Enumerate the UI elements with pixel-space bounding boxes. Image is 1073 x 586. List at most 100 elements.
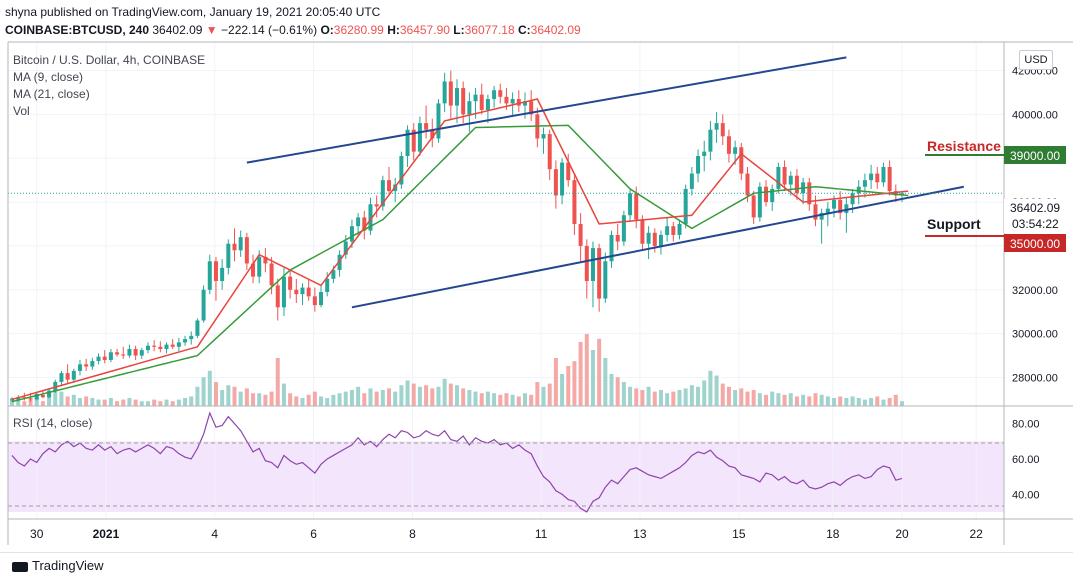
candle-body bbox=[436, 103, 441, 139]
volume-bar bbox=[436, 386, 441, 406]
volume-bar bbox=[139, 401, 144, 406]
candle-body bbox=[461, 88, 466, 115]
volume-bar bbox=[504, 393, 509, 406]
volume-bar bbox=[195, 386, 200, 406]
volume-bar bbox=[615, 377, 620, 406]
open-label: O: bbox=[320, 23, 334, 37]
candle-body bbox=[776, 166, 781, 189]
candle-body bbox=[269, 263, 274, 286]
volume-bar bbox=[869, 398, 874, 406]
volume-bar bbox=[764, 394, 769, 406]
trendline-lower bbox=[351, 185, 964, 309]
candle-body bbox=[331, 270, 336, 279]
candle-body bbox=[850, 193, 855, 205]
candle-body bbox=[257, 256, 262, 277]
candle-body bbox=[485, 99, 490, 110]
candle-body bbox=[399, 156, 404, 185]
candle-body bbox=[108, 352, 113, 360]
candle-body bbox=[220, 267, 225, 282]
volume-bar bbox=[34, 396, 39, 406]
volume-bar bbox=[838, 396, 843, 406]
volume-bar bbox=[702, 380, 707, 406]
volume-bar bbox=[430, 388, 435, 406]
volume-bar bbox=[306, 394, 311, 406]
volume-bar bbox=[40, 401, 45, 406]
ma21-legend[interactable]: MA (21, close) bbox=[13, 87, 90, 101]
volume-bar bbox=[553, 358, 558, 406]
volume-bar bbox=[300, 398, 305, 406]
volume-bar bbox=[498, 394, 503, 406]
volume-bar bbox=[448, 383, 453, 406]
volume-bar bbox=[603, 358, 608, 406]
volume-bar bbox=[522, 393, 527, 406]
candle-body bbox=[28, 398, 33, 400]
support-label: Support bbox=[927, 216, 981, 232]
candle-body bbox=[362, 217, 367, 231]
candle-body bbox=[90, 361, 95, 367]
volume-bar bbox=[832, 398, 837, 406]
volume-bar bbox=[621, 382, 626, 406]
volume-bar bbox=[77, 398, 82, 406]
candle-body bbox=[887, 166, 892, 192]
candle-body bbox=[702, 151, 707, 157]
candle-body bbox=[640, 219, 645, 244]
symbol-label: COINBASE:BTCUSD, 240 bbox=[5, 23, 150, 37]
candle-body bbox=[133, 348, 138, 356]
volume-bar bbox=[115, 401, 120, 406]
candle-body bbox=[213, 261, 218, 282]
candle-body bbox=[566, 162, 571, 181]
volume-bar bbox=[281, 383, 286, 406]
volume-bar bbox=[726, 386, 731, 406]
candle-body bbox=[281, 276, 286, 308]
volume-bar bbox=[516, 396, 521, 406]
candle-body bbox=[671, 226, 676, 235]
volume-bar bbox=[640, 390, 645, 406]
candle-body bbox=[677, 224, 682, 235]
volume-bar bbox=[96, 399, 101, 406]
change-label: −222.14 (−0.61%) bbox=[221, 23, 318, 37]
candle-body bbox=[739, 147, 744, 174]
candle-body bbox=[578, 224, 583, 246]
candle-body bbox=[473, 94, 478, 102]
volume-bar bbox=[411, 383, 416, 406]
candle-body bbox=[300, 287, 305, 295]
volume-bar bbox=[461, 388, 466, 406]
volume-bar bbox=[751, 390, 756, 406]
volume-legend[interactable]: Vol bbox=[13, 104, 30, 118]
currency-button[interactable]: USD bbox=[1019, 50, 1053, 70]
candle-body bbox=[498, 90, 503, 97]
candle-body bbox=[201, 289, 206, 321]
candle-body bbox=[306, 287, 311, 297]
price-chart[interactable]: 28000.0030000.0032000.0034000.0036000.00… bbox=[0, 0, 1073, 552]
volume-bar bbox=[510, 394, 515, 406]
candle-body bbox=[708, 129, 713, 152]
volume-bar bbox=[850, 396, 855, 406]
volume-bar bbox=[739, 388, 744, 406]
ma9-legend[interactable]: MA (9, close) bbox=[13, 70, 84, 84]
volume-bar bbox=[319, 396, 324, 406]
candle-body bbox=[152, 345, 157, 347]
volume-bar bbox=[590, 350, 595, 406]
volume-bar bbox=[733, 390, 738, 406]
volume-bar bbox=[881, 399, 886, 406]
rsi-tick-label: 60.00 bbox=[1012, 454, 1040, 466]
last-price-tag-value: 36402.09 bbox=[1010, 201, 1060, 215]
volume-bar bbox=[584, 334, 589, 406]
rsi-legend[interactable]: RSI (14, close) bbox=[13, 416, 93, 430]
volume-bar bbox=[807, 396, 812, 406]
volume-bar bbox=[541, 386, 546, 406]
candle-body bbox=[71, 370, 76, 380]
volume-bar bbox=[658, 390, 663, 406]
volume-bar bbox=[294, 396, 299, 406]
volume-bar bbox=[22, 401, 27, 406]
volume-bar bbox=[677, 390, 682, 406]
candle-body bbox=[529, 101, 534, 115]
rsi-tick-label: 80.00 bbox=[1012, 419, 1040, 431]
tradingview-logo[interactable]: TradingView bbox=[12, 558, 104, 573]
volume-bar bbox=[331, 394, 336, 406]
candle-body bbox=[417, 123, 422, 152]
volume-bar bbox=[844, 398, 849, 406]
candle-body bbox=[862, 180, 867, 187]
volume-bar bbox=[479, 393, 484, 406]
volume-bar bbox=[689, 385, 694, 406]
